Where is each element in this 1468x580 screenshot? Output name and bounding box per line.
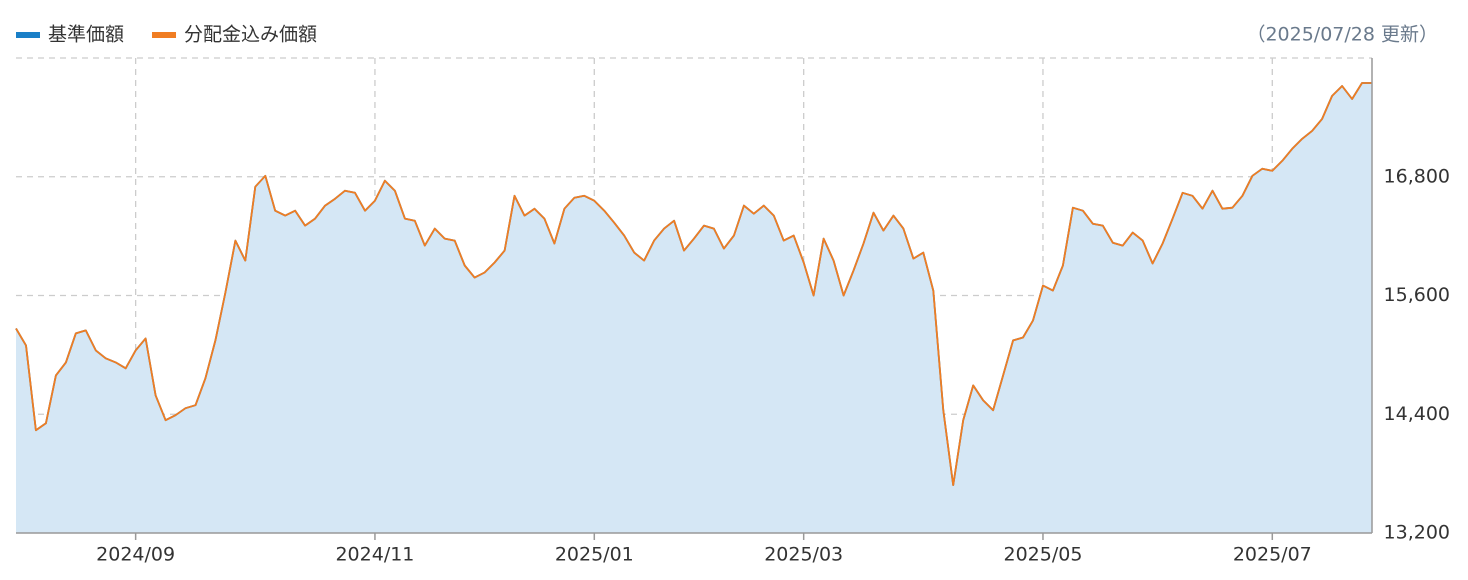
y-tick-label: 16,800 <box>1384 165 1450 187</box>
line <box>15 82 1372 486</box>
x-tick-label: 2024/11 <box>335 544 414 566</box>
y-tick-label: 15,600 <box>1384 284 1450 306</box>
update-note: （2025/07/28 更新） <box>1246 24 1438 46</box>
area <box>16 83 1372 533</box>
x-tick-label: 2025/03 <box>764 544 843 566</box>
x-tick-label: 2024/09 <box>96 544 175 566</box>
y-tick-label: 13,200 <box>1384 522 1450 544</box>
x-tick-label: 2025/07 <box>1233 544 1312 566</box>
x-tick-label: 2025/05 <box>1004 544 1083 566</box>
y-tick-label: 14,400 <box>1384 403 1450 425</box>
legend-swatch <box>16 32 40 38</box>
legend-swatch <box>152 32 177 38</box>
x-tick-label: 2025/01 <box>555 544 634 566</box>
legend-label: 分配金込み価額 <box>184 24 317 46</box>
legend-label: 基準価額 <box>48 24 124 46</box>
